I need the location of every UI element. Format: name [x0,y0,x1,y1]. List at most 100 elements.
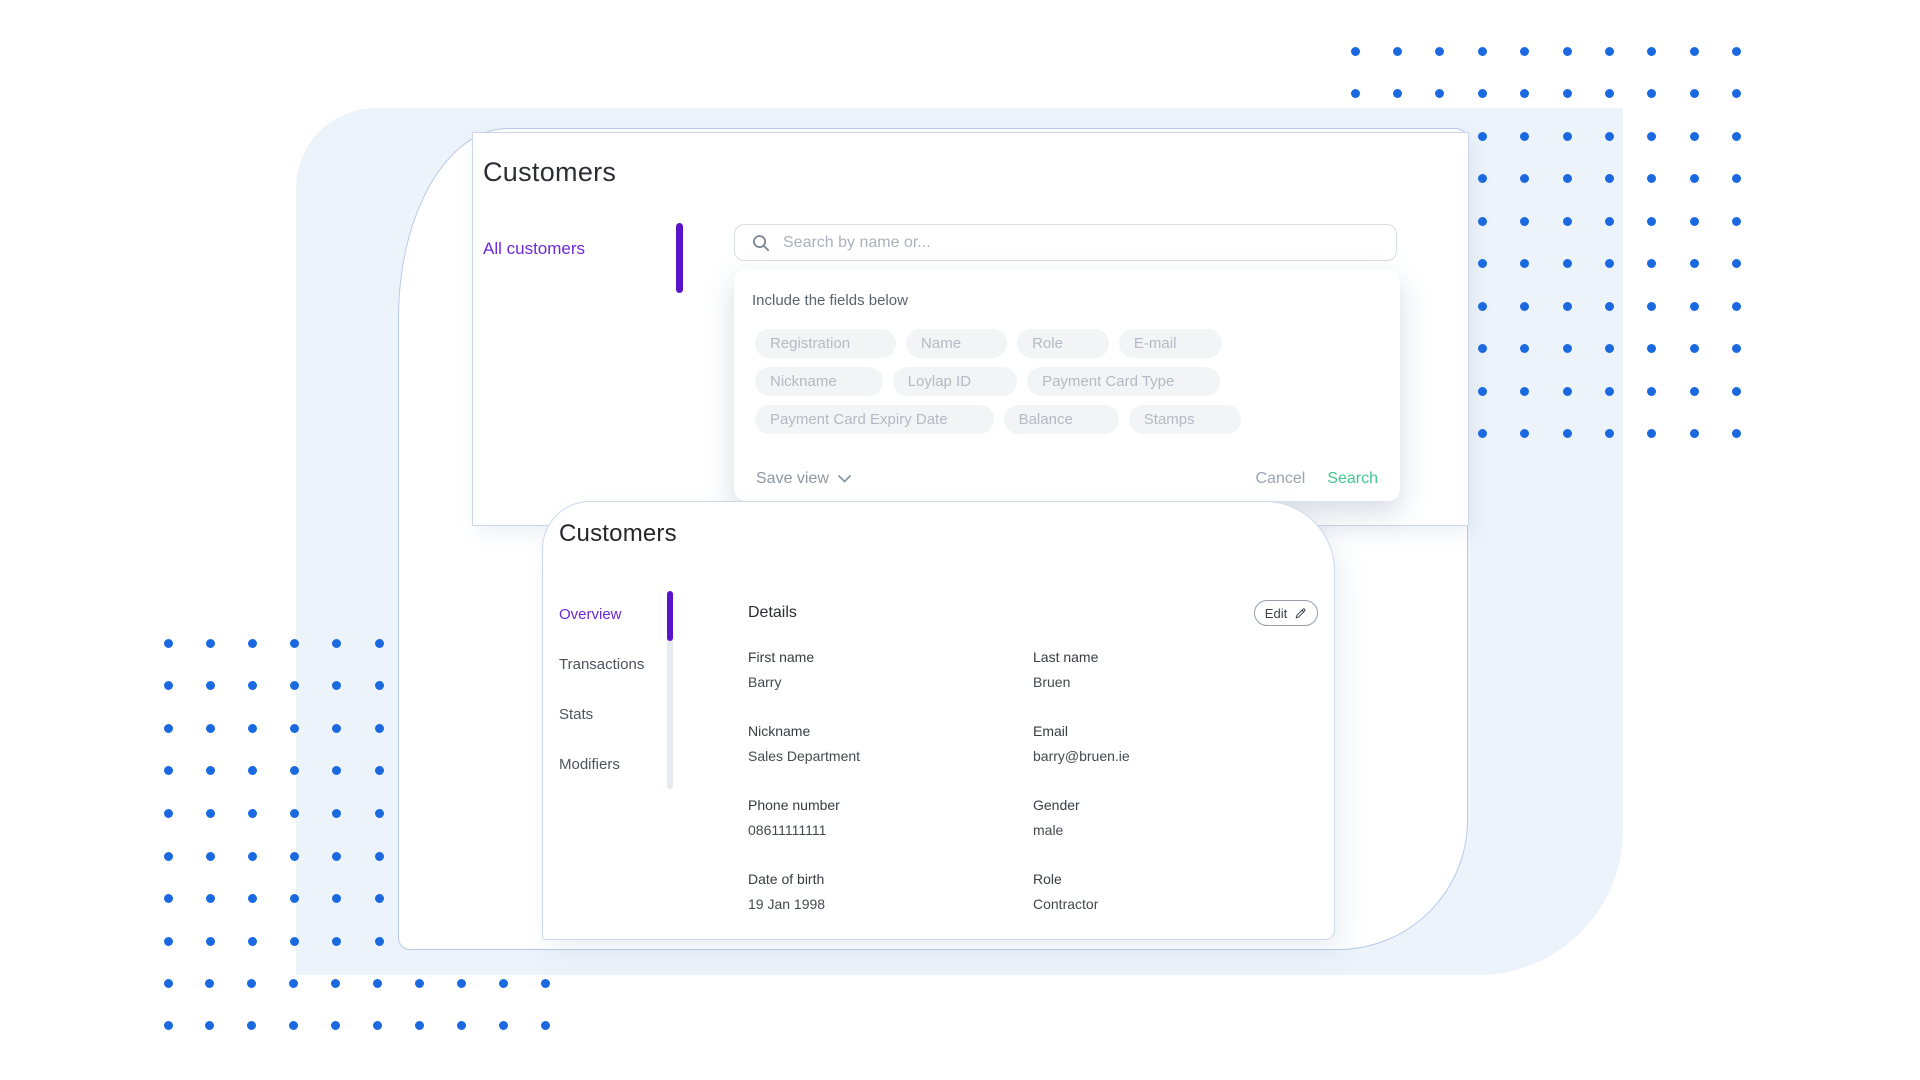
detail-field: Phone number 08611111111 [748,797,1033,871]
decor-dot [1477,429,1487,438]
decor-dot [332,638,342,648]
decor-dot [1562,386,1572,396]
field-chip[interactable]: Registration [755,329,897,358]
decor-dot [163,723,173,733]
decor-dot [331,978,341,988]
decor-dot [1647,216,1657,226]
decor-dot [1477,301,1487,311]
decor-dot [1562,259,1572,268]
decor-dot [1392,89,1402,98]
field-chip[interactable]: Payment Card Type [1027,367,1221,396]
decor-dot [332,723,342,733]
field-value: barry@bruen.ie [1033,748,1130,764]
search-icon [752,234,770,252]
save-view-label: Save view [756,470,829,487]
field-chip-row: Payment Card Expiry Date Balance Stamps [755,405,1241,434]
edit-button[interactable]: Edit [1254,600,1318,626]
decor-dot [374,681,384,691]
field-value: Sales Department [748,748,861,764]
decor-dot [414,978,424,988]
tab-transactions[interactable]: Transactions [559,656,645,673]
field-label: Nickname [748,723,811,739]
decor-dot [163,766,173,776]
field-chip[interactable]: Stamps [1128,405,1241,434]
decor-dot [1647,344,1657,353]
decor-dot [1604,259,1614,268]
field-chip[interactable]: Nickname [755,367,883,396]
decor-dot [163,638,173,648]
decor-dot [1732,174,1742,183]
decor-dot [163,851,173,861]
decor-dot [1732,429,1742,438]
decor-dot [1562,216,1572,226]
decor-dot [498,1021,508,1030]
field-chip-list: Registration Name Role E-mail Nickname Loylap… [755,329,1241,434]
decor-dot [1520,174,1530,183]
decor-dot [290,681,300,691]
field-chip[interactable]: Name [906,329,1008,358]
decor-dot [1477,174,1487,183]
decor-dot [1689,429,1699,438]
decor-dot [456,978,466,988]
decor-dot [1520,344,1530,353]
decor-dot [1689,344,1699,353]
decor-dot [1604,429,1614,438]
decor-dot [1689,301,1699,311]
fields-panel-title: Include the fields below [752,292,908,309]
decor-dot [1477,131,1487,141]
dropdown-footer: Save view Cancel Search [756,466,1378,492]
save-view-button[interactable]: Save view [756,470,851,488]
decor-dot [205,851,215,861]
decor-dot [290,638,300,648]
tab-active-indicator [667,591,673,641]
field-value: 08611111111 [748,822,827,838]
decor-dot [1477,344,1487,353]
decor-dot [332,681,342,691]
tab-overview[interactable]: Overview [559,606,622,623]
search-button[interactable]: Search [1327,470,1378,487]
decor-dot [1350,89,1360,98]
decor-dot [205,766,215,776]
decor-dot [1647,131,1657,141]
detail-field: Role Contractor [1033,871,1130,945]
decor-dot [374,894,384,904]
field-value: male [1033,822,1064,838]
decor-dot [1477,46,1487,56]
field-chip[interactable]: Role [1017,329,1109,358]
field-chip[interactable]: Loylap ID [892,367,1018,396]
decor-dot [1520,46,1530,56]
decor-dot [247,1021,257,1030]
sidebar-item-all-customers[interactable]: All customers [483,239,586,258]
decor-dot [1732,386,1742,396]
decor-dot [1520,131,1530,141]
decor-dot [1520,429,1530,438]
tab-stats[interactable]: Stats [559,706,594,723]
field-chip[interactable]: E-mail [1118,329,1223,358]
decor-dot [332,808,342,818]
decor-dot [247,723,257,733]
pencil-icon [1294,607,1307,620]
search-input[interactable]: Search by name or... [734,224,1397,261]
decor-dot [1604,131,1614,141]
cancel-button[interactable]: Cancel [1255,470,1306,487]
field-chip[interactable]: Balance [1003,405,1119,434]
field-chip[interactable]: Payment Card Expiry Date [755,405,994,434]
decor-dot [1477,89,1487,98]
decor-dot [540,1021,550,1030]
decor-dot [1562,174,1572,183]
decor-dot [205,978,215,988]
decor-dot [373,978,382,988]
decor-dot [498,978,508,988]
field-label: Email [1033,723,1069,739]
decor-dot [373,1021,382,1030]
decor-dot [456,1021,466,1030]
decor-dot [205,681,215,691]
detail-field: Date of birth 19 Jan 1998 [748,871,1033,945]
decor-dot [247,681,257,691]
tab-modifiers[interactable]: Modifiers [559,756,620,773]
decor-dot [205,894,215,904]
detail-field: Last name Bruen [1033,649,1130,723]
decor-dot [1520,216,1530,226]
decor-dot [1689,259,1699,268]
decor-dot [1435,46,1445,56]
